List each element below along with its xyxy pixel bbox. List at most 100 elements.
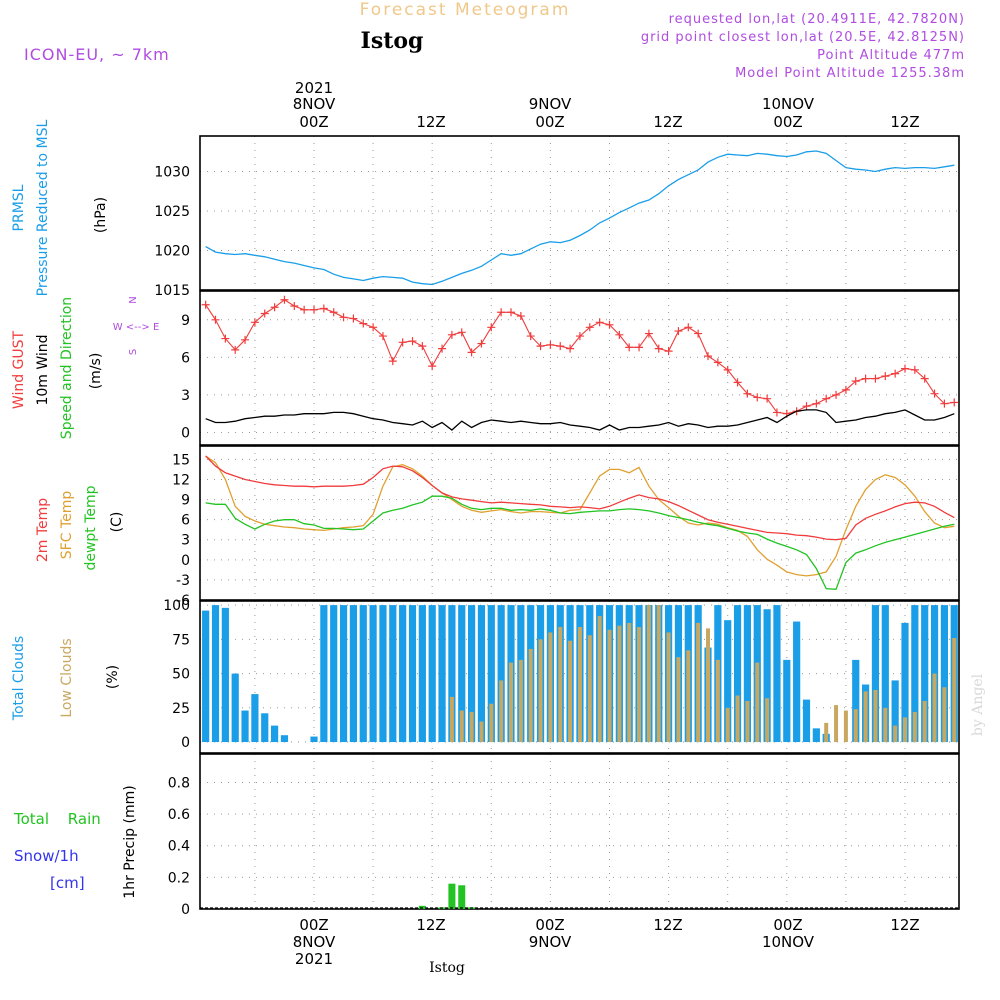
requested-coords: requested lon,lat (20.4911E, 42.7820N)	[669, 12, 965, 27]
total-cloud-bar	[852, 659, 860, 743]
low-cloud-bar	[449, 696, 454, 743]
pressure-unit: (hPa)	[93, 197, 109, 233]
total-cloud-bar	[379, 605, 387, 743]
model-label: ICON-EU, ~ 7km	[24, 45, 170, 64]
gust-marker	[398, 338, 407, 347]
clouds-frame	[199, 600, 960, 754]
temp-unit: (C)	[109, 512, 125, 533]
low-cloud-bar	[607, 629, 612, 743]
gust-marker	[290, 302, 299, 311]
pressure-ytick-label: 1030	[154, 165, 190, 181]
total-cloud-bar	[211, 605, 220, 743]
pressure-line	[205, 150, 955, 286]
low-cloud-bar	[725, 707, 730, 743]
low-cloud-bar	[903, 717, 907, 743]
low-cloud-bar	[538, 639, 543, 743]
gust-marker	[339, 313, 348, 322]
total-cloud-bar	[369, 605, 377, 743]
gust-marker	[408, 337, 417, 346]
total-cloud-bar	[940, 605, 948, 743]
low-cloud-bar	[558, 627, 563, 743]
gust-marker	[585, 323, 594, 332]
precip-ytick-label: 0.4	[168, 839, 190, 855]
total-cloud-bar	[202, 610, 210, 743]
total-cloud-bar	[793, 621, 801, 743]
low-cloud-bar	[706, 628, 710, 743]
low-cloud-bar	[922, 700, 927, 743]
gust-marker	[566, 344, 575, 353]
gust-marker	[881, 372, 890, 381]
precip-frame	[199, 753, 960, 910]
low-cloud-bar	[853, 709, 858, 743]
gust-marker	[674, 327, 683, 336]
total-cloud-bar	[477, 605, 486, 743]
pressure-ytick-label: 1015	[154, 283, 190, 299]
gust-marker	[507, 308, 515, 317]
wind-frame	[199, 290, 960, 446]
total-cloud-bar	[310, 736, 318, 743]
wind-ytick-label: 9	[181, 313, 190, 329]
gust-marker	[447, 330, 456, 339]
gust-marker	[467, 348, 476, 357]
wind-ytick-label: 0	[181, 425, 190, 441]
top-date-label-2: 10NOV	[762, 95, 815, 113]
snow-unit-legend: [cm]	[50, 874, 85, 892]
bottom-date-label-1: 9NOV	[529, 933, 572, 951]
compass-south: S	[128, 349, 139, 355]
gust-marker	[704, 352, 712, 361]
gust-marker	[349, 314, 358, 323]
clouds-ytick-label: 50	[172, 667, 190, 683]
gust-marker	[930, 389, 939, 398]
total-cloud-bar	[743, 605, 751, 743]
wind-speed-line	[205, 409, 955, 431]
footer-location: Istog	[429, 960, 465, 976]
rain-bar	[458, 885, 466, 909]
gust-marker	[221, 334, 230, 343]
total-cloud-bar	[763, 609, 771, 743]
gust-marker	[231, 345, 240, 354]
gust-marker	[546, 340, 555, 349]
total-cloud-bar	[448, 605, 456, 743]
low-cloud-bar	[715, 659, 720, 743]
bottom-tick-12z-0: 12Z	[416, 916, 445, 934]
dewpoint-line	[205, 495, 955, 590]
location-title: Istog	[361, 28, 424, 54]
gust-marker	[250, 318, 259, 327]
total-cloud-bar	[359, 605, 367, 743]
total-cloud-bar	[271, 725, 279, 743]
total-cloud-bar	[921, 605, 929, 743]
bottom-tick-12z-2: 12Z	[890, 916, 919, 934]
top-date-label-0: 8NOV	[293, 95, 336, 113]
gust-marker	[388, 357, 397, 366]
low-cloud-bar	[735, 695, 740, 743]
low-cloud-bar	[676, 657, 681, 743]
gust-line	[205, 299, 955, 415]
total-cloud-bar	[812, 728, 820, 743]
gust-marker	[201, 300, 210, 309]
gust-marker	[487, 323, 496, 332]
total-cloud-bar	[280, 735, 289, 743]
total-cloud-bar	[487, 605, 495, 743]
total-cloud-bar	[881, 605, 889, 743]
gust-marker	[694, 329, 703, 338]
gust-label: Wind GUST	[11, 330, 27, 409]
gust-marker	[595, 318, 604, 327]
watermark: by Angel	[970, 673, 986, 736]
gust-marker	[575, 332, 584, 341]
total-cloud-bar	[733, 605, 742, 743]
compass-west-east: W <--> E	[113, 322, 160, 333]
temperature-ytick-label: -6	[176, 593, 190, 609]
gust-marker	[635, 343, 644, 352]
clouds-unit: (%)	[105, 665, 121, 689]
total-cloud-bar	[438, 605, 446, 743]
pressure-label-2: Pressure Reduced to MSL	[35, 119, 51, 296]
gust-marker	[457, 328, 466, 337]
total-cloud-bar	[251, 694, 259, 743]
gust-marker	[763, 394, 772, 403]
top-tick-00z-1: 00Z	[535, 113, 564, 131]
gust-marker	[319, 304, 328, 313]
total-cloud-bar	[221, 607, 229, 743]
sfc-label: SFC Temp	[59, 491, 75, 560]
temperature-ytick-label: 15	[172, 452, 190, 468]
t2m-label: 2m Temp	[35, 498, 51, 562]
